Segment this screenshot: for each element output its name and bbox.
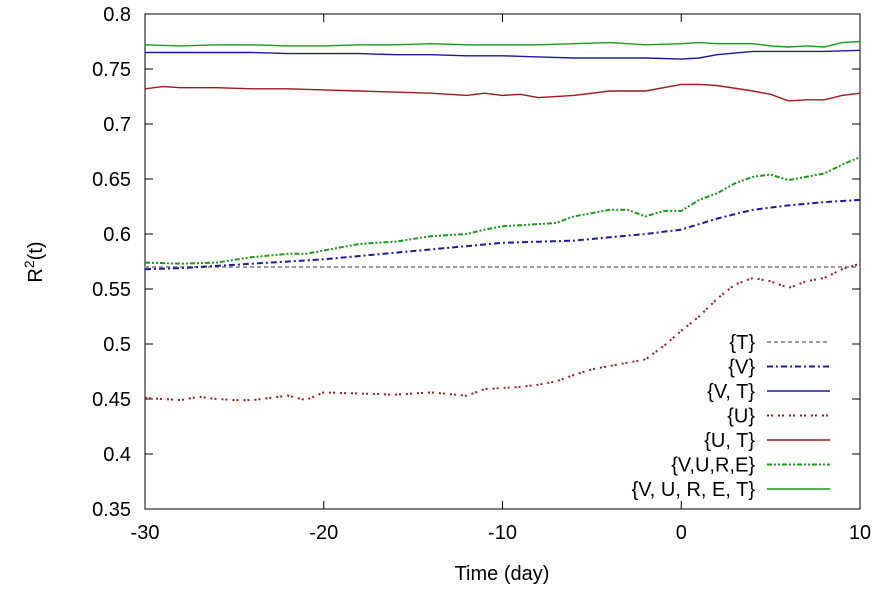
y-tick-label: 0.35 [92, 499, 131, 521]
series-line-3 [144, 262, 861, 402]
legend: {T} {V}{V, T} {U}{U, T} {V,U,R,E}{V, U, R, … [632, 332, 830, 501]
x-tick-label: -20 [309, 522, 338, 544]
x-tick-label: 10 [849, 522, 871, 544]
y-axis-title-suffix: (t) [25, 241, 47, 260]
series-line-4 [144, 83, 861, 102]
axis-ticks: -30 -20 -10 0 10 0.35 0.4 0.45 0.5 0.55 0.6 0.65 0.7… [92, 4, 871, 544]
y-tick-label: 0.65 [92, 169, 131, 191]
legend-label: {U} [727, 406, 755, 428]
y-axis-title-superscript: 2 [21, 260, 37, 268]
y-tick-label: 0.8 [103, 4, 131, 26]
x-axis-title: Time (day) [455, 563, 550, 585]
series-line-1 [144, 198, 861, 271]
legend-label: {T} [729, 332, 755, 354]
y-tick-label: 0.4 [103, 444, 131, 466]
y-axis-title-base: R [25, 268, 47, 282]
y-tick-label: 0.7 [103, 114, 131, 136]
x-tick-label: 0 [676, 522, 687, 544]
legend-label: {U, T} [704, 430, 755, 452]
y-tick-label: 0.45 [92, 389, 131, 411]
legend-label: {V} [728, 357, 755, 379]
series-lines [144, 40, 861, 402]
legend-label: {V,U,R,E} [671, 455, 755, 477]
series-line-5 [144, 156, 861, 265]
y-tick-label: 0.75 [92, 59, 131, 81]
legend-label: {V, T} [707, 381, 755, 403]
x-tick-label: -10 [488, 522, 517, 544]
y-tick-label: 0.6 [103, 224, 131, 246]
legend-label: {V, U, R, E, T} [632, 479, 756, 501]
y-tick-label: 0.5 [103, 334, 131, 356]
series-line-6 [144, 40, 861, 48]
y-axis-title: R2(t) [21, 241, 47, 282]
series-line-2 [145, 49, 861, 60]
y-tick-label: 0.55 [92, 279, 131, 301]
x-tick-label: -30 [131, 522, 160, 544]
